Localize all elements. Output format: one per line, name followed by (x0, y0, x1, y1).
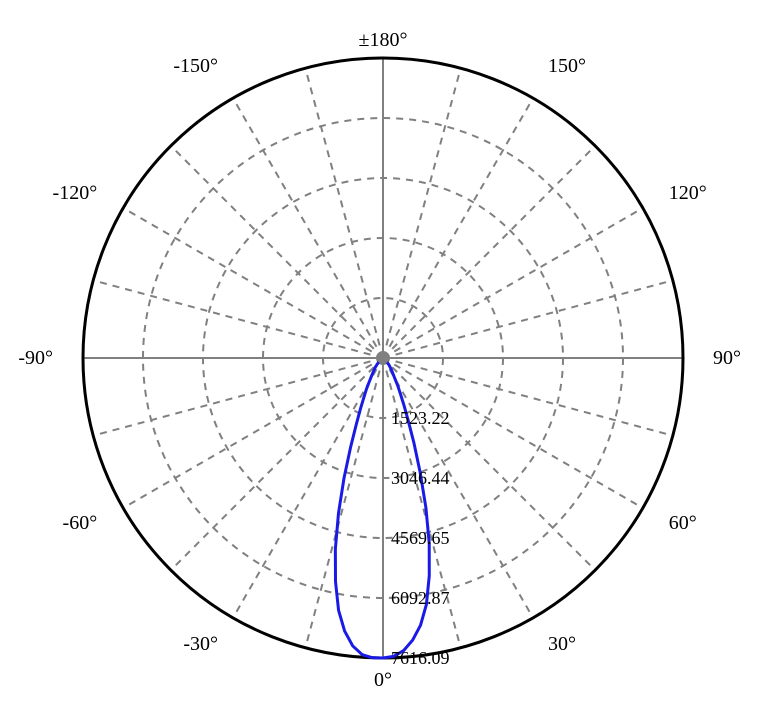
angle-label: -30° (183, 633, 218, 655)
grid-spoke (383, 68, 461, 358)
grid-spoke (383, 146, 595, 358)
angle-label: -150° (173, 55, 218, 77)
angle-label: -90° (18, 347, 53, 369)
radial-tick-label: 3046.44 (391, 468, 450, 488)
grid-spoke (93, 358, 383, 436)
grid-spoke (383, 98, 533, 358)
center-dot (377, 352, 389, 364)
radial-tick-label: 7616.09 (391, 648, 450, 668)
grid-spoke (383, 280, 673, 358)
angle-label: 0° (374, 669, 392, 691)
grid-spoke (305, 358, 383, 648)
angle-label: -60° (63, 512, 98, 534)
polar-chart: 1523.22 3046.44 4569.65 6092.87 7616.09 0° 30… (0, 0, 766, 716)
center-point-icon (377, 352, 389, 364)
grid-spoke (233, 358, 383, 618)
radial-tick-label: 1523.22 (391, 408, 450, 428)
angle-label: 60° (669, 512, 697, 534)
grid-spoke (171, 358, 383, 570)
angle-label: ±180° (359, 29, 408, 51)
grid-spoke (233, 98, 383, 358)
grid-spoke (93, 280, 383, 358)
grid-spoke (123, 208, 383, 358)
grid-spoke (171, 146, 383, 358)
radial-tick-label: 6092.87 (391, 588, 450, 608)
grid-spoke (305, 68, 383, 358)
angle-label: 30° (548, 633, 576, 655)
angle-label: 150° (548, 55, 586, 77)
angle-label: -120° (53, 182, 98, 204)
radial-tick-label: 4569.65 (391, 528, 450, 548)
angle-label: 90° (713, 347, 741, 369)
radial-tick-labels: 1523.22 3046.44 4569.65 6092.87 7616.09 (391, 408, 450, 668)
angle-label: 120° (669, 182, 707, 204)
grid-spoke (383, 208, 643, 358)
